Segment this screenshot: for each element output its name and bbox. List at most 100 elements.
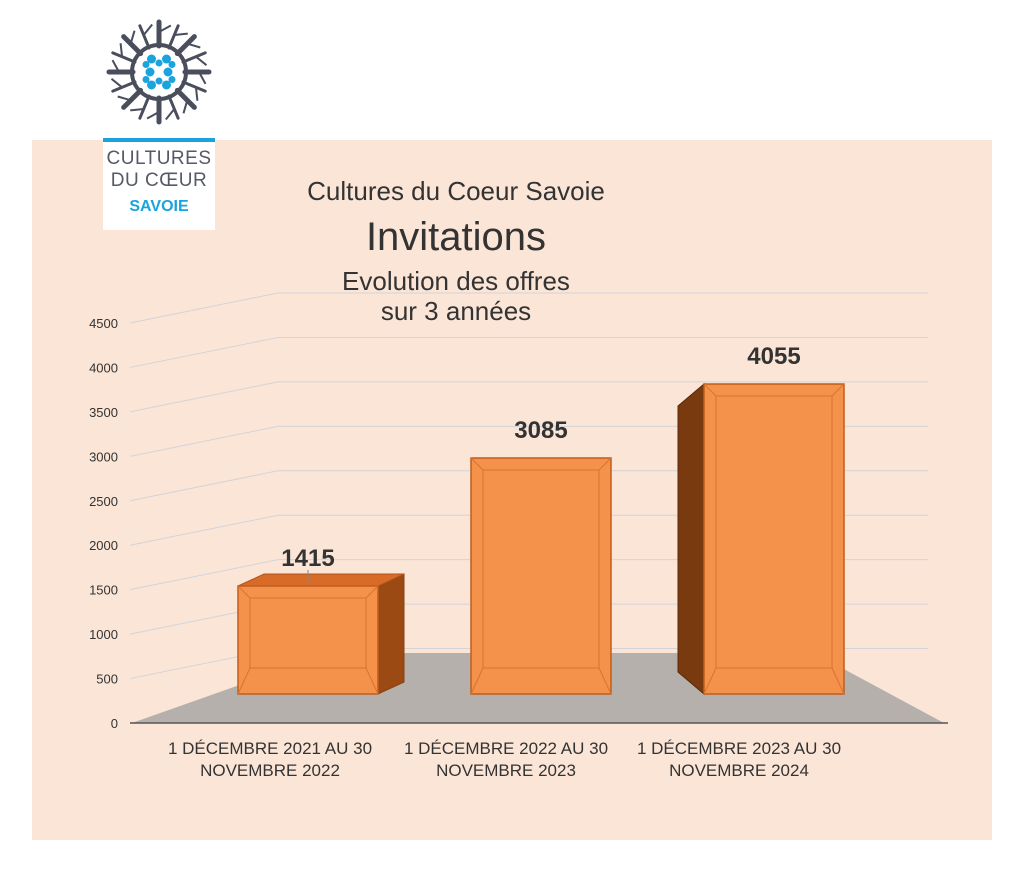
bar-inner-edge [703, 667, 717, 695]
y-tick-label: 4000 [89, 360, 118, 375]
title-line-1: Cultures du Coeur Savoie [307, 176, 605, 206]
emblem-drop [162, 54, 171, 64]
emblem-drop [147, 80, 156, 90]
emblem-drop [142, 76, 150, 83]
emblem-drop [145, 67, 155, 77]
emblem-twig [194, 87, 199, 101]
emblem-twig [130, 107, 144, 112]
gridline-depth [129, 559, 279, 591]
emblem-drop [162, 80, 171, 90]
title-line-4: sur 3 années [380, 296, 532, 326]
logo-text-line-2: DU CŒUR [110, 170, 208, 191]
bar-inner-edge [237, 585, 251, 599]
emblem-branch [174, 87, 197, 110]
emblem-branch [138, 94, 151, 120]
bar-side [677, 382, 705, 696]
y-tick-label: 1000 [89, 627, 118, 642]
bar-inner-edge [703, 383, 717, 397]
bar-inner-edge [470, 667, 484, 695]
x-tick-label: 1 DÉCEMBRE 2021 AU 30 [168, 739, 372, 758]
y-tick-label: 2000 [89, 538, 118, 553]
chart-title: Cultures du Coeur Savoie Invitations Evo… [256, 174, 656, 326]
emblem-twig [158, 24, 172, 33]
cultures-du-coeur-logo: CULTURES DU CŒUR SAVOIE [103, 12, 215, 230]
emblem-drop [168, 76, 176, 83]
y-tick-label: 3000 [89, 449, 118, 464]
gridline-depth [129, 514, 279, 546]
bar-top [237, 573, 405, 587]
bar-inner-edge [365, 667, 379, 695]
x-tick-label: 1 DÉCEMBRE 2023 AU 30 [637, 739, 841, 758]
y-tick-label: 1500 [89, 583, 118, 598]
emblem-twig [146, 111, 160, 120]
emblem-branch [181, 80, 207, 93]
gridline-depth [129, 292, 279, 324]
emblem-drop [155, 77, 163, 85]
data-label: 4055 [747, 343, 800, 370]
bar [703, 383, 845, 695]
data-label: 1415 [281, 545, 334, 572]
emblem-twig [195, 55, 208, 66]
emblem-ring [130, 43, 188, 101]
emblem-drop [163, 67, 173, 77]
title-line-3: Evolution des offres [342, 266, 570, 296]
title-line-2: Invitations [365, 215, 547, 259]
gridline-depth [129, 381, 279, 413]
emblem-twig [182, 100, 189, 114]
x-tick-label: NOVEMBRE 2023 [436, 761, 576, 780]
bar [470, 457, 612, 695]
bar-inner-edge [237, 667, 251, 695]
emblem-branch [167, 94, 180, 120]
bar-inner-edge [831, 383, 845, 397]
emblem-drop [155, 59, 163, 67]
bar-inner-edge [715, 395, 833, 669]
x-tick-label: NOVEMBRE 2024 [669, 761, 809, 780]
tree-roots-emblem-icon [106, 19, 212, 125]
emblem-twig [198, 71, 207, 85]
emblem-drop [147, 54, 156, 64]
bar-inner-edge [598, 667, 612, 695]
x-tick-label: NOVEMBRE 2022 [200, 761, 340, 780]
x-tick-label: 1 DÉCEMBRE 2022 AU 30 [404, 739, 608, 758]
data-label: 3085 [514, 417, 567, 444]
emblem-drop [168, 61, 176, 68]
bar-inner-edge [598, 457, 612, 471]
emblem-twig [174, 32, 188, 37]
emblem-twig [111, 59, 120, 73]
logo-text-line-1: CULTURES [106, 148, 212, 169]
emblem-twig [117, 95, 131, 102]
emblem-twig [129, 30, 136, 44]
y-tick-label: 500 [96, 672, 118, 687]
emblem-twig [110, 78, 123, 89]
gridline-depth [129, 336, 279, 368]
emblem-drop [142, 61, 150, 68]
bar-side [377, 573, 405, 695]
emblem-branch [174, 34, 197, 57]
y-tick-label: 2500 [89, 494, 118, 509]
gridline-depth [129, 425, 279, 457]
bar-inner-edge [249, 597, 367, 669]
emblem-branch [111, 80, 137, 93]
emblem-twig [119, 43, 124, 57]
emblem-branch [111, 51, 137, 64]
bar-inner-edge [365, 585, 379, 599]
bar [237, 585, 379, 695]
emblem-twig [142, 23, 153, 36]
y-tick-label: 4500 [89, 316, 118, 331]
bar-inner-edge [482, 469, 600, 669]
gridline-depth [129, 470, 279, 502]
logo-text-line-3: SAVOIE [129, 198, 189, 215]
emblem-branch [181, 51, 207, 64]
logo-text-box: CULTURES DU CŒUR SAVOIE [103, 138, 215, 230]
y-tick-label: 3500 [89, 405, 118, 420]
emblem-twig [187, 42, 201, 49]
emblem-twig [165, 108, 176, 121]
emblem-branch [121, 87, 144, 110]
bar-inner-edge [470, 457, 484, 471]
emblem-branch [167, 24, 180, 50]
y-tick-label: 0 [111, 716, 118, 731]
emblem-branch [138, 24, 151, 50]
bar-inner-edge [831, 667, 845, 695]
emblem-branch [121, 34, 144, 57]
